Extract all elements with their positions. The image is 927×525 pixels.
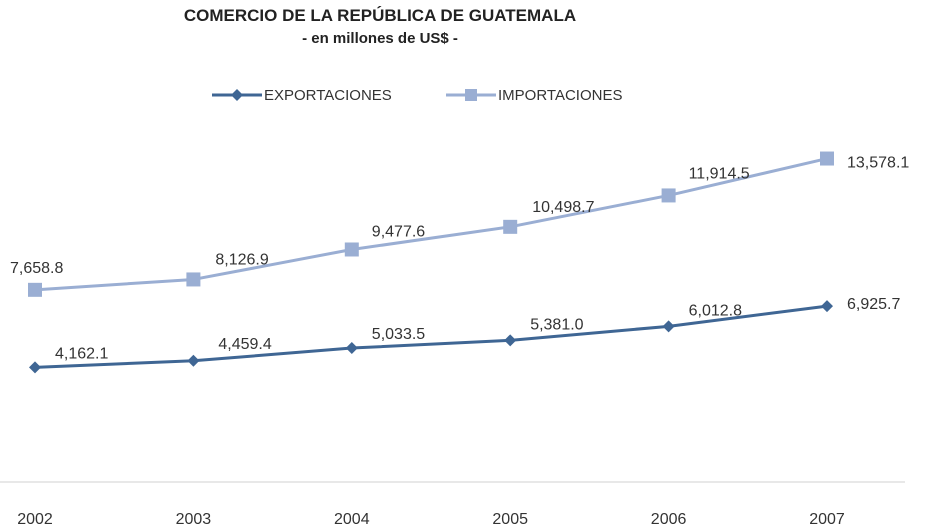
data-point-exportaciones: [662, 320, 675, 333]
chart-subtitle: - en millones de US$ -: [302, 30, 458, 47]
legend-label-exportaciones: EXPORTACIONES: [264, 86, 392, 104]
chart-title: COMERCIO DE LA REPÚBLICA DE GUATEMALA: [183, 6, 577, 25]
x-tick-label: 2007: [809, 511, 845, 525]
data-label-importaciones: 7,658.8: [10, 260, 63, 277]
data-point-importaciones: [186, 272, 201, 287]
series-line-exportaciones: [34, 304, 828, 369]
data-point-importaciones: [661, 188, 676, 203]
data-label-exportaciones: 4,162.1: [55, 345, 108, 362]
legend-item-importaciones: IMPORTACIONES: [446, 84, 622, 106]
data-label-importaciones: 11,914.5: [689, 165, 750, 182]
data-point-importaciones: [503, 219, 518, 234]
data-label-importaciones: 10,498.7: [532, 199, 594, 216]
data-point-exportaciones: [821, 300, 833, 313]
data-point-exportaciones: [345, 342, 358, 355]
data-point-importaciones: [344, 242, 359, 257]
legend-item-exportaciones: EXPORTACIONES: [212, 84, 392, 106]
legend-label-importaciones: IMPORTACIONES: [498, 86, 623, 104]
data-label-importaciones: 8,126.9: [215, 251, 268, 268]
data-point-importaciones: [820, 151, 834, 166]
data-point-exportaciones: [29, 361, 41, 374]
data-point-exportaciones: [504, 334, 517, 347]
x-tick-label: 2003: [176, 511, 212, 525]
data-label-exportaciones: 6,925.7: [847, 296, 900, 313]
legend-line-diamond-icon: [212, 89, 262, 101]
legend-line-square-icon: [446, 89, 496, 101]
data-label-exportaciones: 5,033.5: [372, 326, 425, 343]
data-label-importaciones: 13,578.1: [847, 155, 909, 172]
x-tick-label: 2004: [334, 511, 370, 525]
data-label-exportaciones: 5,381.0: [530, 316, 583, 333]
x-tick-label: 2006: [651, 511, 687, 525]
data-label-exportaciones: 4,459.4: [218, 336, 271, 353]
data-label-exportaciones: 6,012.8: [689, 302, 742, 319]
series-line-importaciones: [34, 157, 828, 292]
x-tick-label: 2005: [492, 511, 528, 525]
data-label-importaciones: 9,477.6: [372, 223, 425, 240]
data-point-importaciones: [28, 282, 42, 297]
data-point-exportaciones: [187, 354, 200, 367]
x-tick-label: 2002: [17, 511, 53, 525]
